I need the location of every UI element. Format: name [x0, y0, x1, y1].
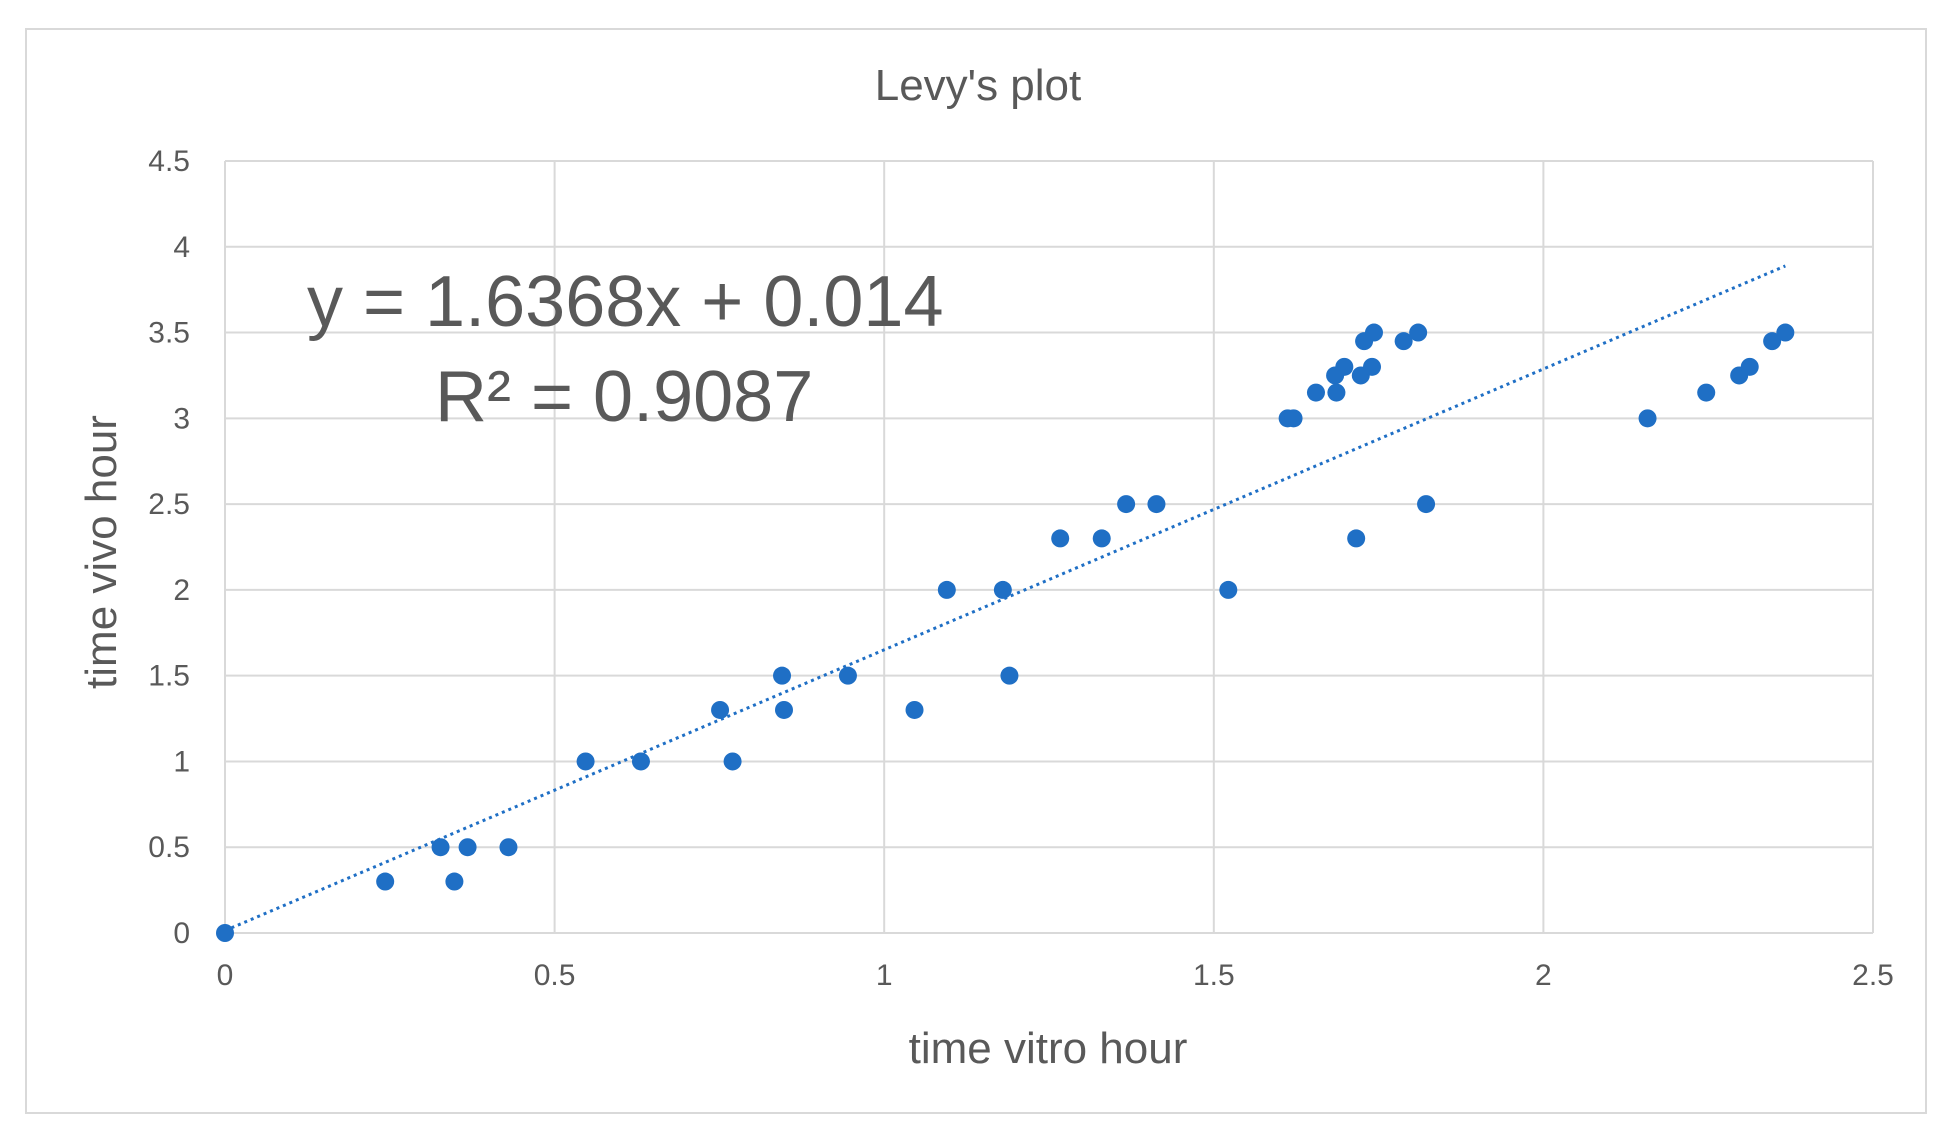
data-point [775, 700, 794, 719]
y-tick-label: 3.5 [148, 317, 190, 350]
data-point [1740, 357, 1759, 376]
data-point [711, 700, 730, 719]
x-tick-label: 1 [876, 959, 893, 992]
y-tick-label: 4.5 [148, 145, 190, 178]
data-point [1051, 529, 1070, 548]
y-axis-title: time vivo hour [77, 415, 126, 689]
y-tick-label: 0.5 [148, 831, 190, 864]
x-tick-label: 2 [1535, 959, 1552, 992]
tick-labels: 0 0.5 1 1.5 2 2.5 3 3.5 4 4.5 0 0.5 1 1.5 2 2.5 [148, 145, 1894, 992]
y-tick-label: 1.5 [148, 660, 190, 693]
x-tick-label: 0.5 [534, 959, 576, 992]
data-points [216, 323, 1795, 942]
data-point [499, 838, 518, 857]
data-point [1219, 580, 1238, 599]
y-tick-label: 0 [173, 917, 190, 950]
data-point [1117, 495, 1136, 514]
data-point [1409, 323, 1428, 342]
data-point [1327, 383, 1346, 402]
y-tick-label: 2.5 [148, 488, 190, 521]
data-point [631, 752, 650, 771]
data-point [838, 666, 857, 685]
data-point [1284, 409, 1303, 428]
data-point [937, 580, 956, 599]
x-tick-label: 2.5 [1852, 959, 1894, 992]
data-point [576, 752, 595, 771]
y-tick-label: 1 [173, 745, 190, 778]
chart-title: Levy's plot [875, 61, 1082, 110]
data-point [1417, 495, 1436, 514]
data-point [773, 666, 792, 685]
data-point [993, 580, 1012, 599]
data-point [1000, 666, 1019, 685]
data-point [1763, 332, 1782, 351]
data-point [1638, 409, 1657, 428]
data-point [458, 838, 477, 857]
data-point [905, 700, 924, 719]
data-point [1147, 495, 1166, 514]
x-axis-title: time vitro hour [909, 1024, 1188, 1073]
x-tick-label: 0 [217, 959, 234, 992]
data-point [376, 872, 395, 891]
y-tick-label: 4 [173, 231, 190, 264]
data-point [431, 838, 450, 857]
data-point [723, 752, 742, 771]
data-point [1364, 323, 1383, 342]
data-point [1347, 529, 1366, 548]
data-point [216, 924, 234, 942]
y-tick-label: 2 [173, 574, 190, 607]
data-point [1335, 357, 1354, 376]
data-point [1306, 383, 1325, 402]
r-squared-label: R² = 0.9087 [435, 357, 813, 437]
y-tick-label: 3 [173, 402, 190, 435]
data-point [1092, 529, 1111, 548]
x-tick-label: 1.5 [1193, 959, 1235, 992]
data-point [445, 872, 464, 891]
data-point [1697, 383, 1716, 402]
data-point [1363, 357, 1382, 376]
data-point [1394, 332, 1413, 351]
data-point [1776, 323, 1795, 342]
trendline-equation: y = 1.6368x + 0.014 [307, 262, 944, 342]
